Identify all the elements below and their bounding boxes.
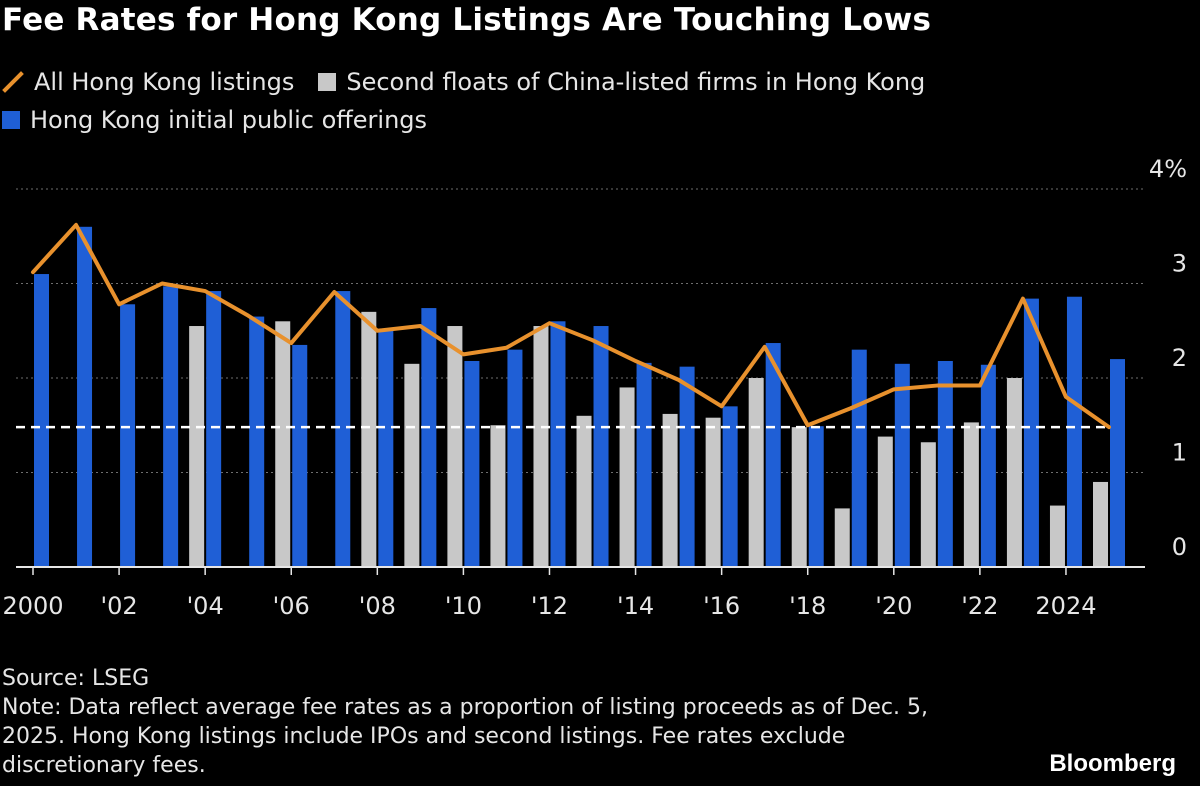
x-tick-label: 2000: [2, 592, 63, 620]
source-note: Source: LSEG: [2, 666, 150, 691]
y-tick-label: 0: [1172, 533, 1187, 561]
y-tick-label: 1: [1172, 439, 1187, 467]
legend-box-swatch: [318, 73, 337, 91]
chart-plot: 4% 3 2 1 0 2000 '02 '04 '06 '08 '10 '12 '14 '16 '18 '20…: [2, 155, 1187, 620]
x-tick-label: 2024: [1035, 592, 1096, 620]
y-tick-label: 3: [1172, 250, 1187, 278]
x-tick-label: '16: [703, 592, 740, 620]
bar-ipo-2008: [378, 330, 394, 567]
line-all-hk-listings: [31, 222, 1111, 430]
bar-second-float-2016: [705, 417, 721, 567]
bar-ipo-2000: [34, 274, 49, 567]
bar-second-float-2022: [963, 422, 979, 567]
chart-title: Fee Rates for Hong Kong Listings Are Tou…: [2, 2, 932, 38]
x-tick-label: '18: [789, 592, 826, 620]
bar-ipo-2001: [77, 226, 93, 568]
x-tick-label: '20: [875, 592, 912, 620]
bar-ipo-2016: [722, 406, 738, 567]
y-tick-label: 2: [1172, 344, 1187, 372]
bar-ipo-2023: [1023, 298, 1039, 567]
bar-ipo-2017: [765, 343, 781, 567]
legend-item-ipos: Hong Kong initial public offerings: [2, 106, 427, 134]
bar-second-float-2018: [791, 427, 807, 567]
bar-second-float-2010: [447, 326, 463, 567]
bar-ipo-2024: [1066, 296, 1082, 567]
legend-item-second-floats: Second floats of China-listed firms in H…: [318, 68, 925, 96]
legend-box-swatch: [2, 111, 20, 129]
legend-row-1: All Hong Kong listings Second floats of …: [2, 68, 949, 96]
bar-ipo-2011: [507, 349, 523, 567]
bar-second-float-2004: [189, 326, 205, 567]
bar-ipo-2020: [894, 363, 910, 567]
x-tick-label: '14: [617, 592, 654, 620]
bar-ipo-2005: [249, 316, 265, 567]
bar-second-float-2012: [533, 326, 549, 567]
legend-label: Hong Kong initial public offerings: [30, 106, 428, 134]
bar-second-float-2011: [490, 425, 506, 567]
bar-ipo-2007: [335, 291, 351, 567]
bar-ipo-2004: [206, 291, 222, 567]
x-tick-label: '08: [359, 592, 396, 620]
legend-row-2: Hong Kong initial public offerings: [2, 106, 451, 134]
bar-ipo-2018: [808, 426, 824, 567]
chart-footer: Source: LSEG Note: Data reflect average …: [2, 664, 962, 780]
bar-second-float-2023: [1006, 378, 1022, 567]
footnote: Note: Data reflect average fee rates as …: [2, 695, 928, 778]
legend-label: All Hong Kong listings: [34, 68, 295, 96]
bar-second-float-2021: [920, 442, 936, 567]
legend-line-swatch: [2, 71, 24, 93]
bar-ipo-2025: [1110, 359, 1125, 567]
bar-second-float-2019: [834, 508, 850, 567]
x-tick-label: '12: [531, 592, 568, 620]
bar-ipo-2013: [593, 326, 609, 567]
bar-second-float-2014: [619, 387, 635, 567]
bar-ipo-2010: [464, 360, 480, 567]
bloomberg-logo: Bloomberg: [1049, 750, 1176, 777]
bar-ipo-2012: [550, 321, 566, 567]
legend-item-all-listings: All Hong Kong listings: [2, 68, 294, 96]
bar-second-float-2013: [576, 415, 592, 567]
bar-second-float-2025: [1093, 481, 1108, 567]
bar-second-float-2009: [404, 363, 420, 567]
bar-ipo-2002: [120, 304, 136, 567]
bar-ipo-2015: [679, 366, 695, 567]
x-tick-label: '10: [445, 592, 482, 620]
bar-second-float-2017: [748, 378, 764, 567]
legend-label: Second floats of China-listed firms in H…: [346, 68, 926, 96]
bar-second-float-2020: [877, 436, 893, 567]
bar-ipo-2014: [636, 362, 652, 567]
x-tick-label: '06: [273, 592, 310, 620]
bar-second-float-2024: [1049, 505, 1065, 567]
bar-second-float-2008: [361, 311, 377, 567]
bar-second-float-2015: [662, 413, 678, 567]
bar-ipo-2021: [937, 360, 953, 567]
bar-second-float-2006: [275, 321, 291, 567]
bar-ipo-2009: [421, 308, 437, 567]
bar-ipo-2006: [292, 344, 308, 567]
bar-ipo-2019: [851, 349, 867, 567]
bar-ipo-2022: [980, 364, 996, 567]
y-tick-label: 4%: [1149, 155, 1187, 183]
x-tick-label: '02: [101, 592, 138, 620]
x-tick-label: '22: [961, 592, 998, 620]
x-tick-label: '04: [187, 592, 224, 620]
